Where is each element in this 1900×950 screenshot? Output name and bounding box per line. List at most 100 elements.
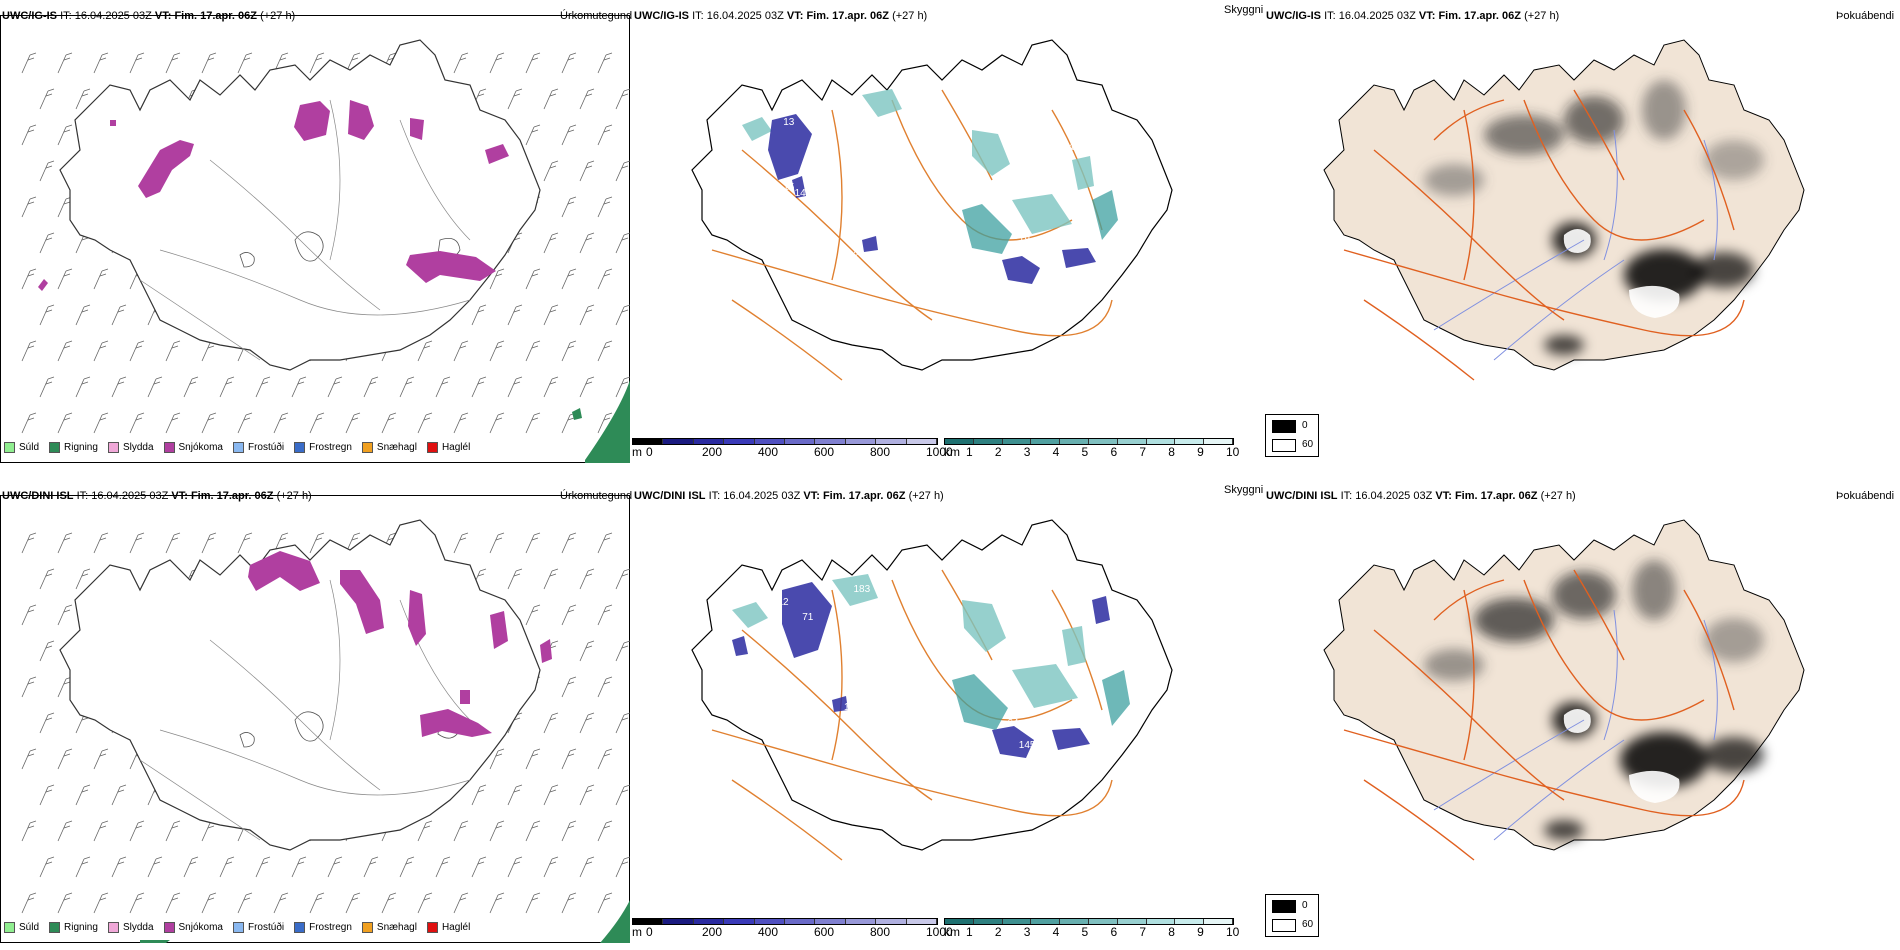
wind-barb <box>471 784 487 806</box>
vis-value-label: 16 <box>1072 142 1084 153</box>
wind-barb <box>471 856 487 878</box>
legend-item: Súld <box>4 442 39 453</box>
colorbar-segment <box>876 919 907 924</box>
wind-barb <box>489 748 505 770</box>
colorbar-segment <box>1146 439 1176 444</box>
wind-barb <box>57 604 73 626</box>
colorbar-segment <box>785 919 816 924</box>
colorbar-segment <box>1031 439 1061 444</box>
wind-barb <box>57 892 73 914</box>
wind-barb <box>21 604 37 626</box>
wind-barb <box>561 532 577 554</box>
colorbar-segment <box>1175 919 1205 924</box>
wind-barb <box>417 820 433 842</box>
wind-barb <box>453 52 469 74</box>
wind-barb <box>507 304 523 326</box>
wind-barb <box>525 604 541 626</box>
colorbar-segment <box>945 919 974 924</box>
fog-shading <box>1424 560 1764 840</box>
m-tick-label: 400 <box>758 925 779 939</box>
km-tick-label: 9 <box>1197 925 1204 939</box>
wind-barb <box>309 52 325 74</box>
wind-barb <box>399 376 415 398</box>
wind-barb <box>57 52 73 74</box>
km-tick-label: 4 <box>1052 925 1060 939</box>
map-type-label: Þokuábendi <box>1836 490 1895 502</box>
colorbar-segment <box>1117 919 1147 924</box>
wind-barb <box>75 784 91 806</box>
wind-barb <box>93 748 109 770</box>
visibility-cells <box>732 574 1130 758</box>
fog-clear-areas <box>1563 229 1680 318</box>
wind-barb <box>597 52 613 74</box>
vis-value-label: 304 <box>893 738 910 749</box>
vis-value-label: 64 <box>1007 718 1019 729</box>
vis-value-label: 15 <box>783 182 795 193</box>
rivers <box>1433 609 1718 841</box>
wind-barb <box>75 856 91 878</box>
km-tick-label: 1 <box>966 925 973 939</box>
colorbar-segment <box>1088 919 1118 924</box>
vis-value-label: 312 <box>988 102 1005 113</box>
legend-item: Snjókoma <box>163 922 223 933</box>
wind-barb <box>93 412 109 434</box>
vis-value-label: 295 <box>943 128 960 139</box>
legend-item: Haglél <box>426 442 470 453</box>
wind-barb <box>489 52 505 74</box>
colorbar-segment <box>663 439 694 444</box>
colorbar-segment <box>973 919 1003 924</box>
wind-barb <box>525 820 541 842</box>
wind-barb <box>597 892 613 914</box>
vis-value-label: 19 <box>1019 234 1031 245</box>
legend-item: Snjókoma <box>163 442 223 453</box>
km-tick-label: 8 <box>1168 445 1175 459</box>
colorbar-segment <box>1117 439 1147 444</box>
vis-value-label: 15 <box>844 672 856 683</box>
wind-barb <box>21 820 37 842</box>
m-tick-label: 600 <box>814 445 835 459</box>
legend-swatch <box>49 922 61 933</box>
wind-barb <box>435 376 451 398</box>
km-tick-label: 6 <box>1110 925 1118 939</box>
wind-barb <box>507 376 523 398</box>
km-unit-label: km <box>944 925 960 939</box>
wind-barb <box>345 892 361 914</box>
iceland-land <box>1323 519 1805 851</box>
vis-value-label: 10 <box>912 720 924 731</box>
wind-barb <box>129 892 145 914</box>
colorbar-segment <box>1060 439 1089 444</box>
m-tick-label: 200 <box>702 925 723 939</box>
wind-barb <box>219 376 235 398</box>
vis-value-label: 71 <box>802 612 814 623</box>
wind-barb <box>615 856 630 878</box>
wind-barb <box>597 124 613 146</box>
vis-value-label: 29 <box>844 188 856 199</box>
km-tick-label: 2 <box>994 445 1002 459</box>
colorbar-segment <box>693 439 725 444</box>
map-type-label: Skyggni <box>1224 4 1264 16</box>
vis-value-label: 250 <box>821 102 838 113</box>
wind-barb <box>57 412 73 434</box>
wind-barb <box>219 856 235 878</box>
wind-barb <box>93 340 109 362</box>
wind-barb <box>489 340 505 362</box>
wind-barb <box>381 412 397 434</box>
wind-barb <box>39 784 55 806</box>
wind-barb <box>561 892 577 914</box>
wind-barb <box>615 784 630 806</box>
iceland-outline <box>691 519 1173 851</box>
km-tick-label: 3 <box>1023 445 1031 459</box>
colorbar-segment <box>633 919 664 924</box>
vis-value-label: 118 <box>1038 744 1054 755</box>
wind-barb <box>201 412 217 434</box>
legend-item: Frostregn <box>294 922 352 933</box>
colorbar-segment <box>1031 919 1061 924</box>
wind-barb <box>543 88 559 110</box>
legend-label: 0 <box>1302 420 1308 431</box>
wind-barb <box>129 52 145 74</box>
wind-barb <box>399 856 415 878</box>
rivers <box>1433 129 1718 361</box>
wind-barb <box>507 88 523 110</box>
wind-barb <box>345 412 361 434</box>
colorbar-segment <box>1204 919 1233 924</box>
